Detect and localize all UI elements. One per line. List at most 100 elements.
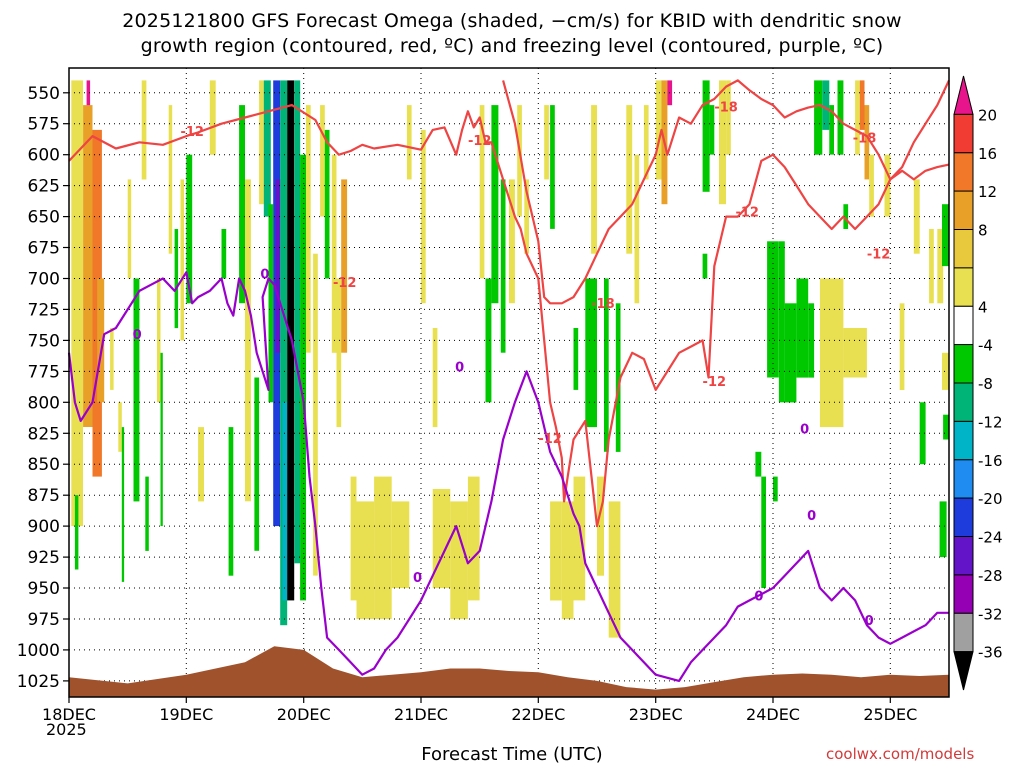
colorbar-label: -16 [978,452,1003,470]
y-tick-label: 650 [28,208,60,228]
colorbar-label: -28 [978,567,1003,585]
colorbar-label: -8 [978,375,993,393]
omega-cell [228,427,234,576]
axes-layer: 550 575 600 625 650 675 700 725 750 775 800 825 850 8… [17,67,950,724]
x-axis-title: Forecast Time (UTC) [421,744,603,765]
freezing-label: 0 [133,328,142,343]
omega-cell [287,80,295,601]
colorbar-label: 8 [978,222,988,240]
colorbar-bin [953,229,974,269]
omega-cell [778,241,785,403]
y-tick-label: 625 [28,177,60,197]
omega-cell [97,278,105,403]
omega-cell [869,154,874,217]
y-tick-label: 675 [28,239,60,259]
freezing-label: 0 [800,422,809,437]
omega-cell [634,154,640,304]
omega-cell [110,328,114,390]
omega-cell [300,154,306,601]
dendritic-label: -12 [333,276,357,291]
omega-cell [509,179,515,304]
omega-cell [942,204,949,267]
omega-cell [450,501,468,619]
omega-cell [198,427,204,502]
chart-title-line-2: growth region (contoured, red, ºC) and f… [140,35,884,57]
omega-cell [822,80,830,130]
omega-cell [406,105,412,180]
omega-cell [919,402,926,465]
omega-cell [186,154,193,304]
colorbar-bin [953,113,974,154]
omega-cell [864,105,870,180]
colorbar-bin [953,382,974,422]
omega-cell [767,241,779,378]
omega-cell [356,501,375,619]
y-tick-label: 900 [28,517,60,537]
colorbar-bin [953,75,974,115]
colorbar-label: -4 [978,337,993,355]
omega-cell [814,80,823,155]
dendritic-label: -18 [853,131,877,146]
omega-shading [69,68,949,697]
x-tick-label: 25DEC [863,705,917,724]
terrain-profile [69,646,949,697]
omega-cell [306,105,311,353]
y-tick-label: 1025 [17,672,60,692]
y-tick-label: 575 [28,115,60,135]
omega-cell [573,476,586,601]
omega-cell [180,179,184,341]
omega-cell [275,179,281,353]
omega-cell [263,80,271,217]
x-tick-label: 19DEC [159,705,213,724]
omega-cell [550,501,562,601]
omega-cell [796,278,809,378]
colorbar-label: -12 [978,413,1003,431]
omega-cell [141,80,147,180]
omega-cell [829,105,834,155]
omega-cell [709,105,715,155]
credit-label[interactable]: coolwx.com/models [826,745,975,763]
y-tick-label: 825 [28,424,60,444]
dendritic-label: -12 [867,248,891,263]
colorbar-bin [953,651,974,691]
omega-cell [336,278,342,428]
contours-layer: -12 -12 -12 -12 -12 -12 -12 -18 -18 -18 0 0 0 0 0 0 0 0 [67,79,950,682]
dendritic-label: -18 [714,100,738,115]
omega-cell [939,501,947,558]
omega-cell [942,352,949,390]
omega-cell [174,229,179,329]
omega-cell [432,489,451,589]
omega-cell [294,80,301,564]
omega-cell [239,105,245,304]
colorbar-bin [953,305,974,346]
colorbar-bin [953,190,974,231]
x-tick-label: 18DEC [42,705,96,724]
omega-cell [773,476,778,502]
colorbar-label: 12 [978,183,997,201]
omega-cell [929,229,934,304]
dendritic-label: -12 [703,375,727,390]
omega-cell [320,105,325,217]
colorbar-bin [953,612,974,653]
x-tick-label: 22DEC [511,705,565,724]
omega-cell [899,303,905,390]
colorbar-label: -32 [978,605,1003,623]
y-tick-label: 750 [28,331,60,351]
omega-cell [145,476,149,551]
omega-cell [432,328,438,428]
omega-cell [604,278,609,452]
omega-cell [517,105,522,217]
freezing-label: 0 [754,589,763,604]
colorbar-bin [953,574,974,614]
omega-cell [643,105,649,180]
plot-background [69,68,949,697]
omega-cell [374,476,392,619]
omega-cell [341,179,348,353]
colorbar-label: 20 [978,106,997,124]
omega-cell [937,229,944,304]
dendritic-label: -18 [591,297,615,312]
omega-cell [268,204,274,403]
omega-cell [500,179,506,353]
omega-cell [485,278,492,403]
y-tick-label: 600 [28,146,60,166]
